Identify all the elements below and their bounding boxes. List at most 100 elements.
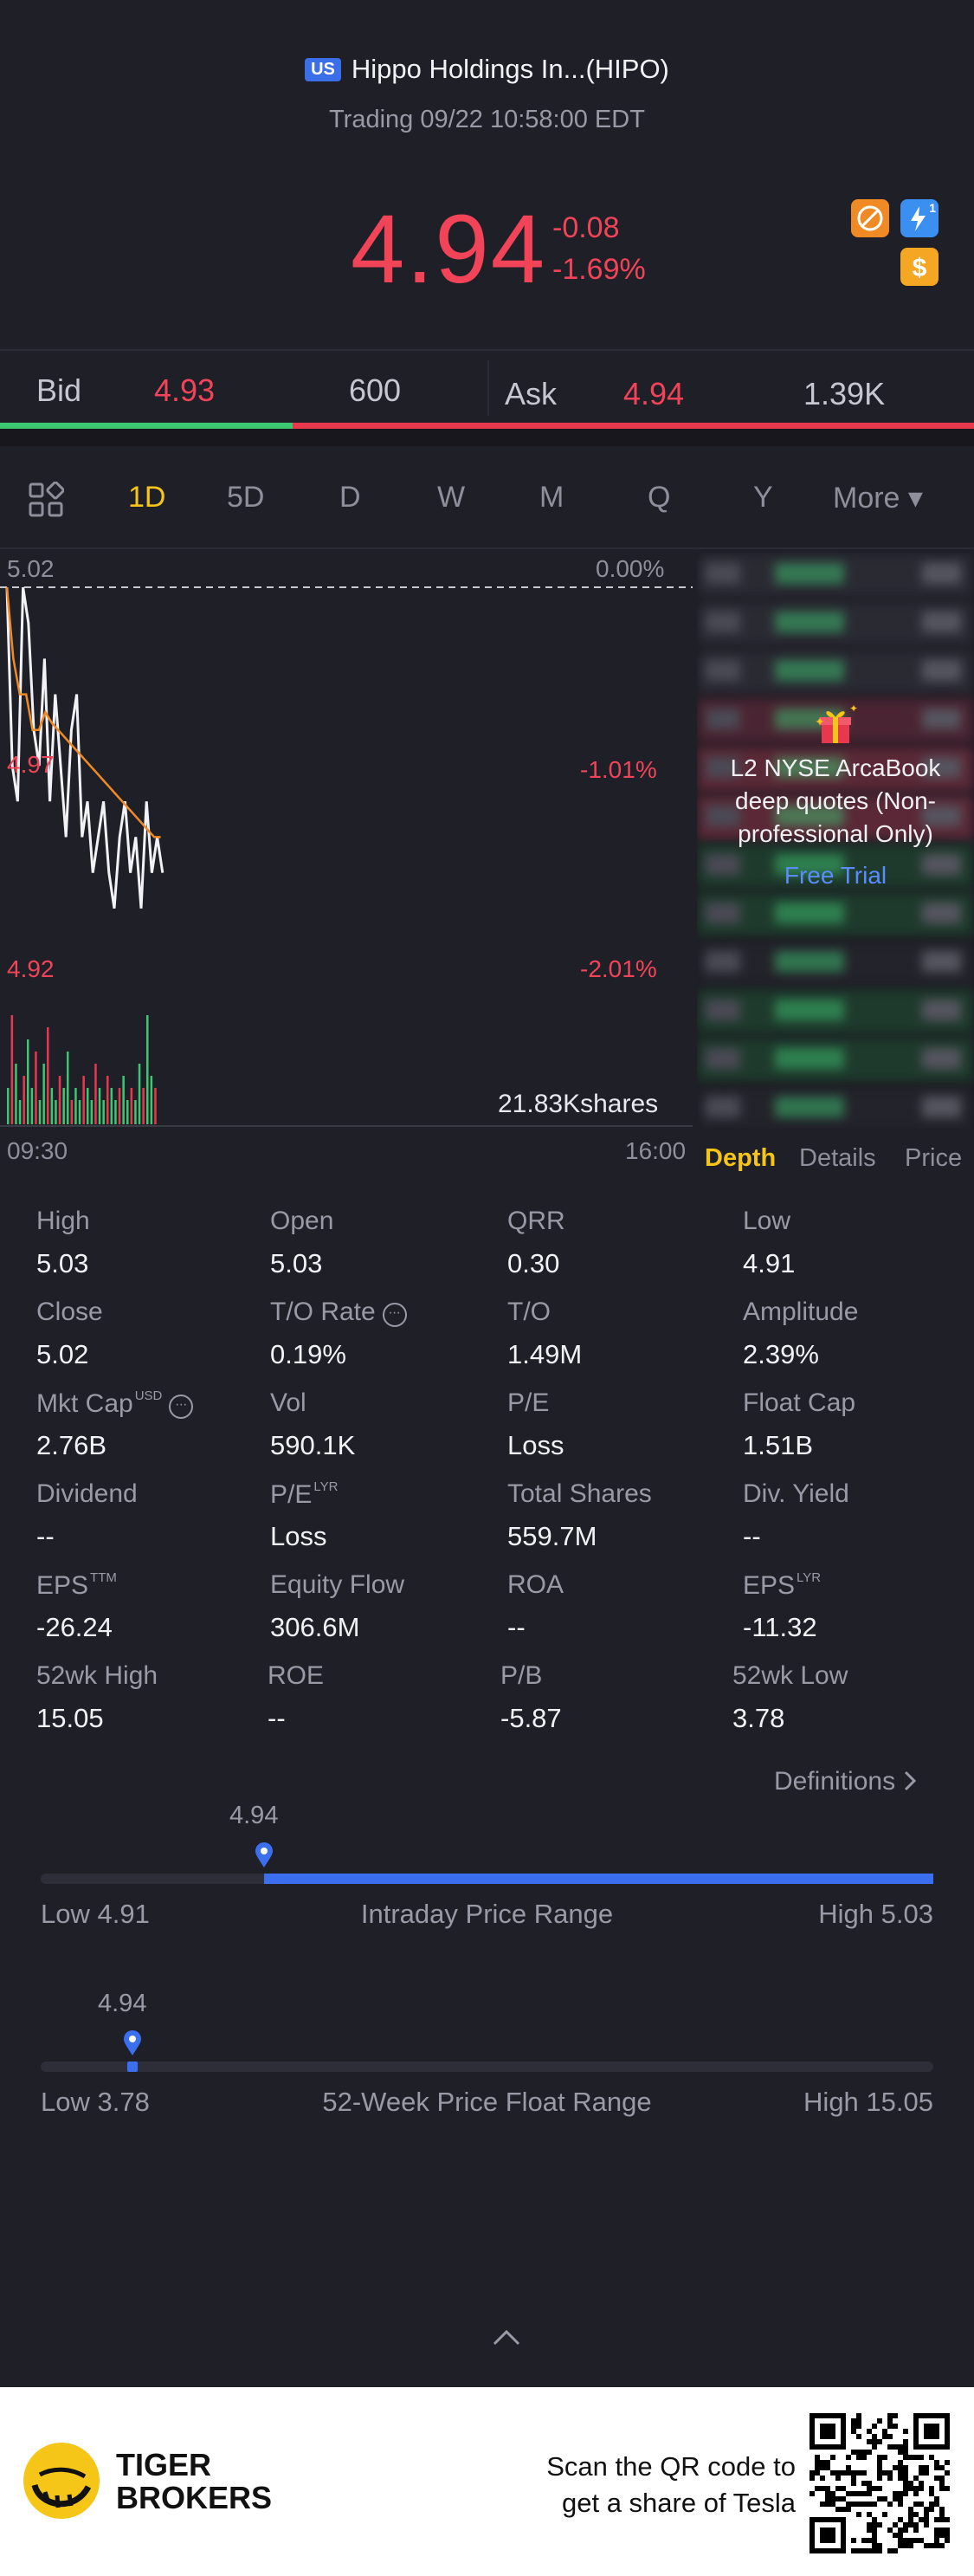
- cta-line-2: get a share of Tesla: [562, 2488, 796, 2518]
- volume-bar: [42, 1064, 45, 1124]
- dollar-icon[interactable]: $: [900, 248, 939, 286]
- ask-price[interactable]: 4.94: [623, 376, 685, 411]
- chevron-up-icon[interactable]: [489, 2327, 524, 2352]
- stat-label-text: 52wk Low: [732, 1661, 848, 1690]
- range-fill: [264, 1874, 933, 1884]
- flash-icon[interactable]: 1: [900, 199, 939, 237]
- volume-bar: [154, 1088, 157, 1124]
- definitions-link[interactable]: Definitions: [774, 1767, 918, 1796]
- info-icon[interactable]: ⋯: [382, 1303, 407, 1327]
- stat-value: 590.1K: [270, 1430, 356, 1460]
- stat-value: 5.03: [36, 1248, 89, 1278]
- range-title: 52-Week Price Float Range: [322, 2087, 652, 2117]
- market-badge: US: [305, 58, 341, 81]
- range-marker-icon: [123, 2030, 142, 2061]
- volume-bar: [118, 1088, 121, 1124]
- tab-5d[interactable]: 5D: [227, 481, 265, 514]
- svg-text:✦: ✦: [815, 715, 825, 728]
- stat-label: 52wk Low: [732, 1661, 848, 1691]
- stat-label: Total Shares: [507, 1479, 652, 1509]
- stat-value: -11.32: [743, 1612, 817, 1642]
- range-marker-dot: [127, 2061, 138, 2072]
- cta-line-1: Scan the QR code to: [546, 2451, 796, 2482]
- volume-label: 21.83Kshares: [498, 1090, 659, 1118]
- l2-promo[interactable]: ✦ ✦ L2 NYSE ArcaBook deep quotes (Non-pr…: [697, 700, 974, 892]
- stat-value: Loss: [270, 1521, 327, 1551]
- stat-value: 1.51B: [743, 1430, 814, 1460]
- stat-label-superscript: LYR: [797, 1570, 822, 1585]
- depth-row: [697, 1086, 974, 1129]
- tab-w[interactable]: W: [437, 481, 466, 514]
- ask-strength-bar: [293, 423, 974, 429]
- grid-icon[interactable]: [28, 481, 65, 522]
- stat-label-superscript: LYR: [313, 1479, 339, 1494]
- tab-details[interactable]: Details: [799, 1144, 876, 1172]
- depth-row: [697, 941, 974, 986]
- qr-code-icon[interactable]: [810, 2413, 950, 2553]
- stat-label-text: T/O: [507, 1298, 551, 1326]
- stat-value: --: [36, 1521, 55, 1551]
- stat-label: T/O Rate ⋯: [270, 1298, 407, 1327]
- stat-value: 2.39%: [743, 1339, 819, 1369]
- promo-footer: TIGER BROKERS Scan the QR code to get a …: [0, 2387, 974, 2576]
- stat-value: --: [268, 1703, 286, 1733]
- range-marker-icon: [255, 1842, 274, 1873]
- depth-row: [697, 844, 974, 889]
- stat-value: Loss: [507, 1430, 564, 1460]
- stat-label-text: Low: [743, 1207, 791, 1235]
- pct-axis-top: 0.00%: [596, 555, 665, 582]
- volume-bar: [90, 1100, 94, 1124]
- definitions-label: Definitions: [774, 1767, 896, 1796]
- stat-label-text: EPS: [36, 1571, 89, 1600]
- tab-1d[interactable]: 1D: [128, 481, 166, 514]
- range-low: Low 4.91: [41, 1899, 150, 1929]
- stat-label-superscript: TTM: [90, 1570, 117, 1585]
- depth-panel[interactable]: ✦ ✦ L2 NYSE ArcaBook deep quotes (Non-pr…: [697, 553, 974, 1129]
- ask-size: 1.39K: [803, 376, 886, 411]
- stat-label: 52wk High: [36, 1661, 158, 1691]
- bid-price[interactable]: 4.93: [154, 372, 216, 408]
- stat-label: High: [36, 1207, 90, 1236]
- stat-label: QRR: [507, 1207, 565, 1236]
- stat-label: ROE: [268, 1661, 324, 1691]
- flash-count: 1: [929, 201, 936, 215]
- depth-row: [697, 601, 974, 646]
- range-current-value: 4.94: [98, 1990, 147, 2017]
- stat-label: P/B: [500, 1661, 542, 1691]
- bid-size: 600: [349, 372, 402, 408]
- tab-q[interactable]: Q: [648, 481, 671, 514]
- tab-d[interactable]: D: [339, 481, 361, 514]
- price-axis-top: 5.02: [7, 555, 55, 582]
- tab-y[interactable]: Y: [753, 481, 773, 514]
- volume-bar: [98, 1088, 101, 1124]
- no-short-icon[interactable]: [851, 199, 889, 237]
- stat-value: 2.76B: [36, 1430, 107, 1460]
- stat-label: Div. Yield: [743, 1479, 849, 1509]
- stat-label: Amplitude: [743, 1298, 858, 1327]
- stat-label: Float Cap: [743, 1388, 855, 1418]
- tab-depth[interactable]: Depth: [705, 1144, 777, 1172]
- tab-m[interactable]: M: [539, 481, 564, 514]
- volume-bar: [18, 1100, 22, 1124]
- info-icon[interactable]: ⋯: [169, 1395, 194, 1419]
- volume-bar: [58, 1076, 61, 1124]
- depth-row: [697, 747, 974, 792]
- tab-more[interactable]: More ▾: [833, 482, 923, 515]
- volume-bar: [50, 1088, 54, 1124]
- stat-label-text: QRR: [507, 1207, 565, 1235]
- stock-title[interactable]: US Hippo Holdings In...(HIPO): [0, 54, 974, 85]
- volume-bar: [110, 1088, 113, 1124]
- stat-label-text: Div. Yield: [743, 1479, 849, 1508]
- intraday-chart[interactable]: 5.02 4.97 4.92 0.00% -1.01% -2.01% 21.83…: [0, 553, 697, 1129]
- range-high: High 5.03: [818, 1899, 933, 1929]
- time-start: 09:30: [7, 1137, 68, 1164]
- volume-bar: [146, 1015, 149, 1124]
- volume-bar: [62, 1088, 65, 1124]
- brand-line-2: BROKERS: [116, 2480, 273, 2515]
- tab-price[interactable]: Price: [905, 1144, 963, 1172]
- stat-label-text: Amplitude: [743, 1298, 859, 1326]
- avg-price-line: [5, 586, 161, 838]
- stat-label-text: T/O Rate: [270, 1298, 376, 1326]
- range-current-value: 4.94: [229, 1802, 279, 1829]
- free-trial-link[interactable]: Free Trial: [784, 862, 887, 889]
